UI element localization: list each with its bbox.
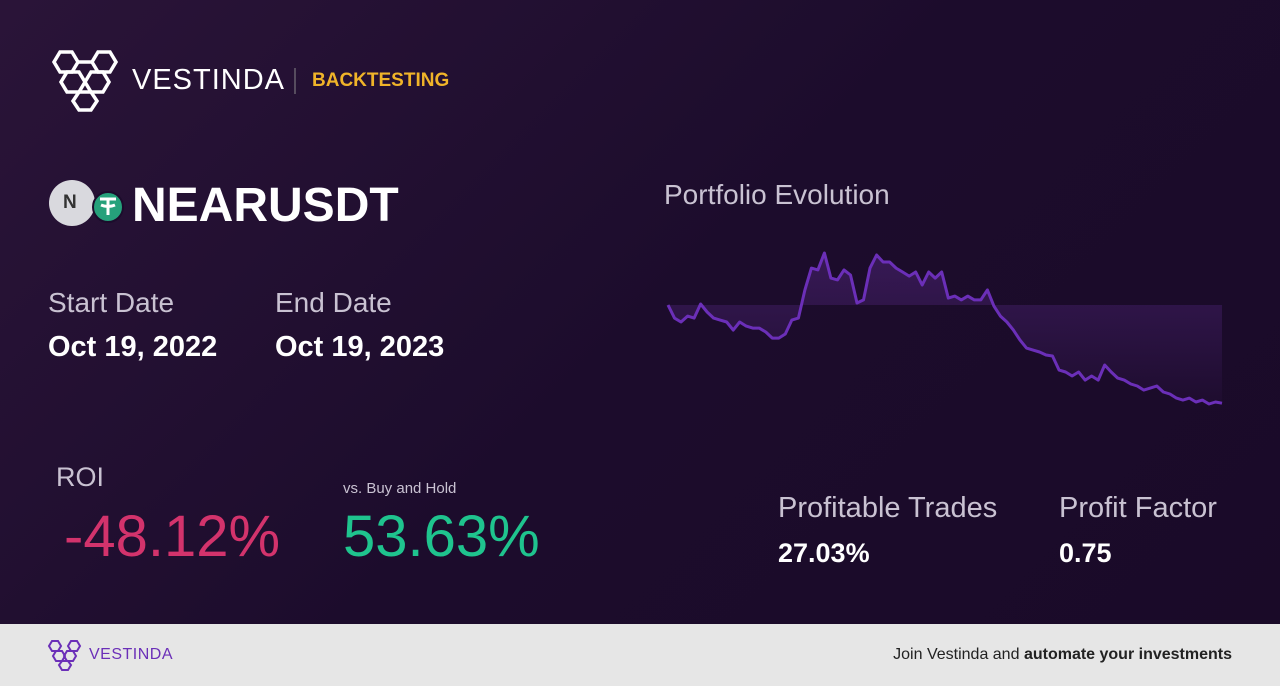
- footer: VESTINDA Join Vestinda and automate your…: [0, 624, 1280, 686]
- line: [666, 251, 1223, 406]
- end-date: Oct 19, 2023: [275, 331, 445, 363]
- cta-bold: automate your investments: [1023, 646, 1232, 663]
- start-date: Oct 19, 2022: [48, 331, 218, 363]
- end-label: End Date: [275, 287, 392, 318]
- cta-prefix: Join Vestinda and: [893, 646, 1020, 663]
- roi-label: ROI: [56, 462, 105, 492]
- start-label: Start Date: [48, 287, 175, 318]
- coin-letter: N: [63, 192, 77, 213]
- footer-logo: [47, 640, 82, 671]
- pt-value: 27.03%: [778, 538, 870, 568]
- brand: VESTINDA: [132, 64, 286, 96]
- area: [668, 253, 1222, 404]
- bh-value: 53.63%: [343, 504, 540, 569]
- coin-icon: [49, 180, 95, 226]
- bh-label: vs. Buy and Hold: [343, 480, 457, 497]
- pt-label: Profitable Trades: [778, 492, 998, 524]
- roi-value: -48.12%: [64, 504, 281, 569]
- footer-cta[interactable]: Join Vestinda and automate your investme…: [893, 646, 1232, 664]
- pf-value: 0.75: [1059, 538, 1112, 568]
- symbol: NEARUSDT: [132, 179, 399, 232]
- sparkline: [666, 251, 1223, 406]
- section: BACKTESTING: [312, 70, 450, 91]
- graphics: [49, 50, 1223, 406]
- pf-label: Profit Factor: [1059, 492, 1217, 524]
- tether-glyph: [100, 197, 116, 215]
- chart-title: Portfolio Evolution: [664, 179, 890, 210]
- footer-brand: VESTINDA: [89, 646, 174, 663]
- logo: [51, 50, 119, 112]
